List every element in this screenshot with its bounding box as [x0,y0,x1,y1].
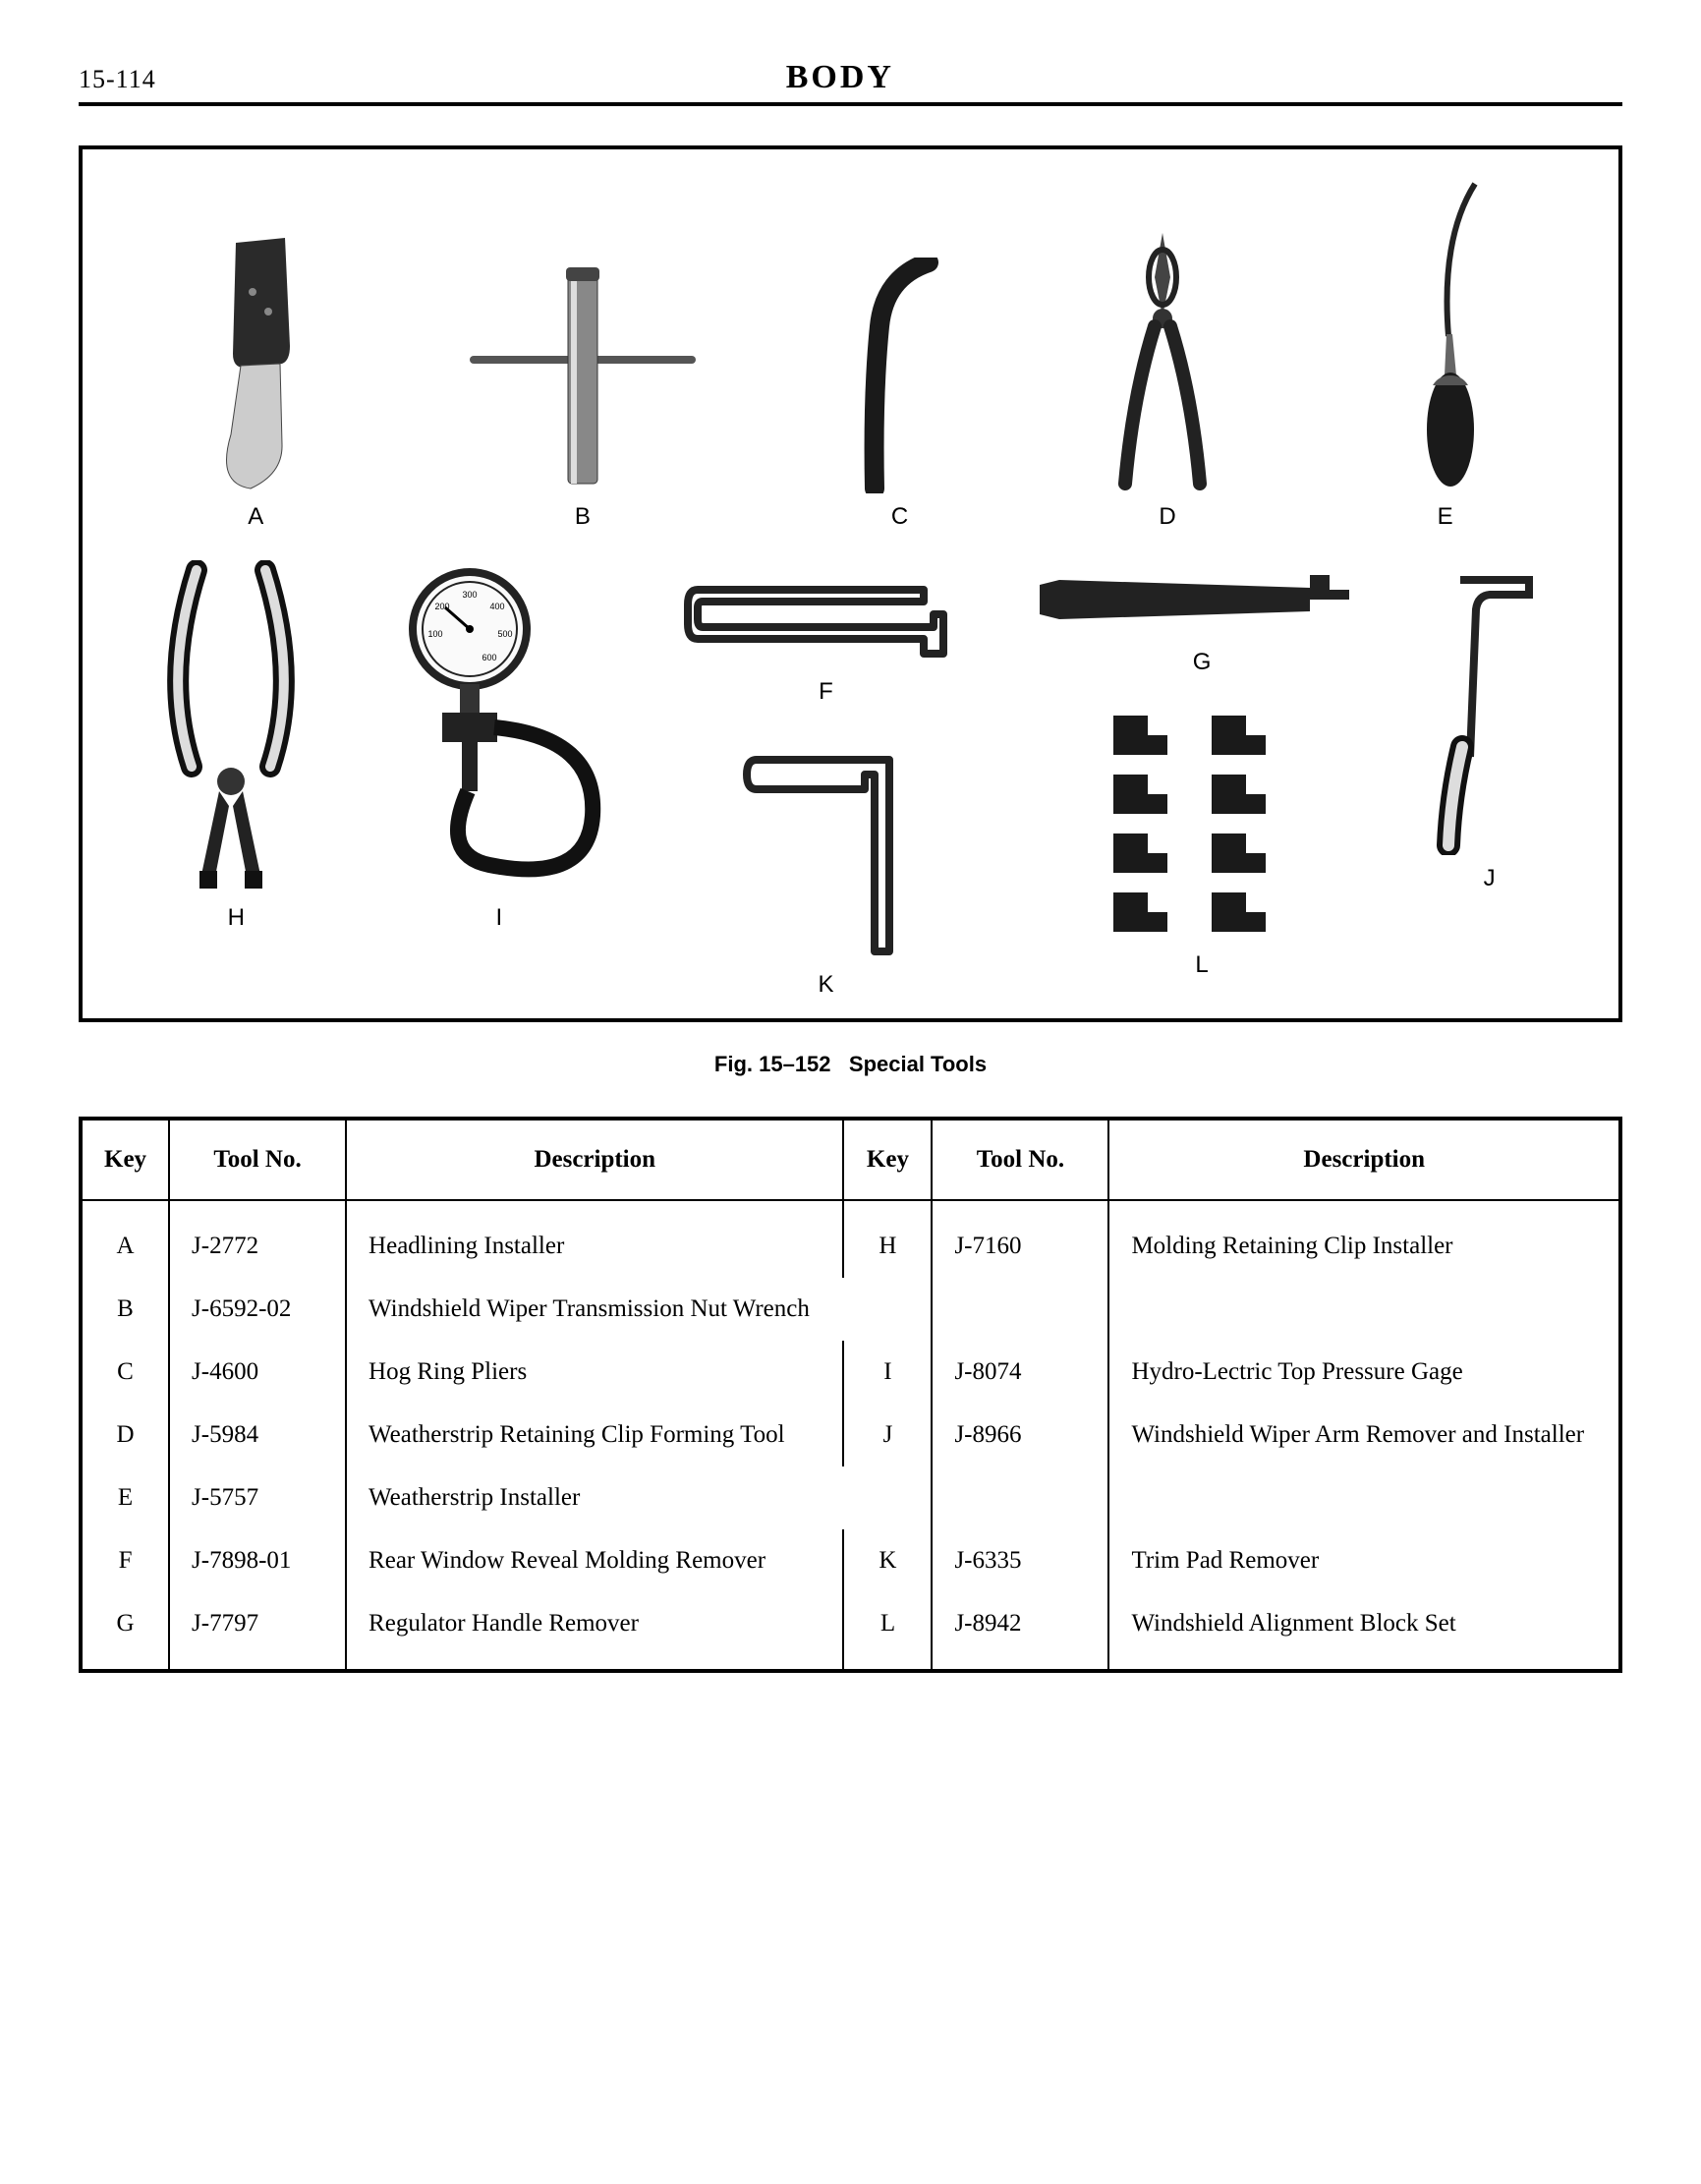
cell-desc: Regulator Handle Remover [346,1592,843,1671]
cell-desc: Weatherstrip Retaining Clip Forming Tool [346,1404,843,1466]
cell-key: J [843,1404,932,1529]
cell-desc: Windshield Wiper Arm Remover and Install… [1108,1404,1620,1529]
tool-c-icon [845,258,953,493]
cell-toolno: J-5757 [169,1466,346,1529]
cell-key: L [843,1592,932,1671]
page-number: 15-114 [79,65,156,94]
cell-desc: Windshield Wiper Transmission Nut Wrench [346,1278,843,1341]
tool-label-h: H [228,904,245,932]
tool-b-icon [460,267,706,493]
cell-desc: Weatherstrip Installer [346,1466,843,1529]
cell-key: B [81,1278,169,1341]
svg-text:400: 400 [489,602,504,611]
cell-desc: Trim Pad Remover [1108,1529,1620,1592]
tool-j-icon [1431,560,1549,855]
svg-text:300: 300 [462,590,477,600]
cell-desc: Windshield Alignment Block Set [1108,1592,1620,1671]
tool-label-k: K [818,971,833,999]
tool-k-icon [737,735,914,961]
cell-key: G [81,1592,169,1671]
special-tools-table: Key Tool No. Description Key Tool No. De… [79,1117,1622,1673]
cell-key: I [843,1341,932,1404]
tools-illustration: A B C [122,179,1579,999]
svg-text:500: 500 [497,629,512,639]
figure-frame: A B C [79,145,1622,1022]
cell-toolno: J-7898-01 [169,1529,346,1592]
svg-text:100: 100 [427,629,442,639]
cell-key: H [843,1200,932,1341]
cell-key: K [843,1529,932,1592]
tool-label-i: I [496,904,503,932]
tool-label-l: L [1195,951,1208,979]
tool-label-j: J [1484,865,1496,892]
cell-key: C [81,1341,169,1404]
cell-desc: Hydro-Lectric Top Pressure Gage [1108,1341,1620,1404]
tool-label-b: B [575,503,591,531]
col-key-2: Key [843,1119,932,1200]
col-desc-2: Description [1108,1119,1620,1200]
col-desc: Description [346,1119,843,1200]
table-row: AJ-2772Headlining InstallerHJ-7160Moldin… [81,1200,1620,1278]
cell-toolno: J-6335 [932,1529,1108,1592]
cell-desc: Hog Ring Pliers [346,1341,843,1404]
cell-key: F [81,1529,169,1592]
table-row: FJ-7898-01Rear Window Reveal Molding Rem… [81,1529,1620,1592]
cell-toolno: J-8074 [932,1341,1108,1404]
cell-toolno: J-7797 [169,1592,346,1671]
cell-toolno: J-5984 [169,1404,346,1466]
figure-caption: Fig. 15–152 Special Tools [79,1052,1622,1077]
table-row: GJ-7797Regulator Handle RemoverLJ-8942Wi… [81,1592,1620,1671]
cell-toolno: J-8942 [932,1592,1108,1671]
tool-label-e: E [1438,503,1453,531]
page-header: 15-114 BODY [79,59,1622,106]
tool-label-a: A [248,503,263,531]
cell-toolno: J-8966 [932,1404,1108,1529]
cell-key: E [81,1466,169,1529]
tool-h-icon [152,560,319,894]
tool-d-icon [1094,228,1241,493]
tool-f-icon [678,560,973,668]
table-row: CJ-4600Hog Ring PliersIJ-8074Hydro-Lectr… [81,1341,1620,1404]
cell-key: A [81,1200,169,1278]
section-title: BODY [156,59,1524,96]
col-toolno-2: Tool No. [932,1119,1108,1200]
tool-label-c: C [891,503,908,531]
col-toolno: Tool No. [169,1119,346,1200]
table-header-row: Key Tool No. Description Key Tool No. De… [81,1119,1620,1200]
tool-label-d: D [1159,503,1175,531]
cell-toolno: J-7160 [932,1200,1108,1341]
svg-text:600: 600 [482,653,496,662]
cell-key: D [81,1404,169,1466]
tool-a-icon [192,238,319,493]
cell-toolno: J-2772 [169,1200,346,1278]
tool-label-g: G [1193,649,1212,676]
col-key: Key [81,1119,169,1200]
cell-desc: Rear Window Reveal Molding Remover [346,1529,843,1592]
cell-desc: Molding Retaining Clip Installer [1108,1200,1620,1341]
tool-g-icon [1035,560,1369,639]
tool-i-icon: 100 200 300 400 500 600 [381,560,617,894]
tool-label-f: F [819,678,833,706]
table-row: DJ-5984Weatherstrip Retaining Clip Formi… [81,1404,1620,1466]
cell-desc: Headlining Installer [346,1200,843,1278]
cell-toolno: J-4600 [169,1341,346,1404]
cell-toolno: J-6592-02 [169,1278,346,1341]
tool-l-icon [1094,706,1310,942]
tool-e-icon [1382,179,1509,493]
